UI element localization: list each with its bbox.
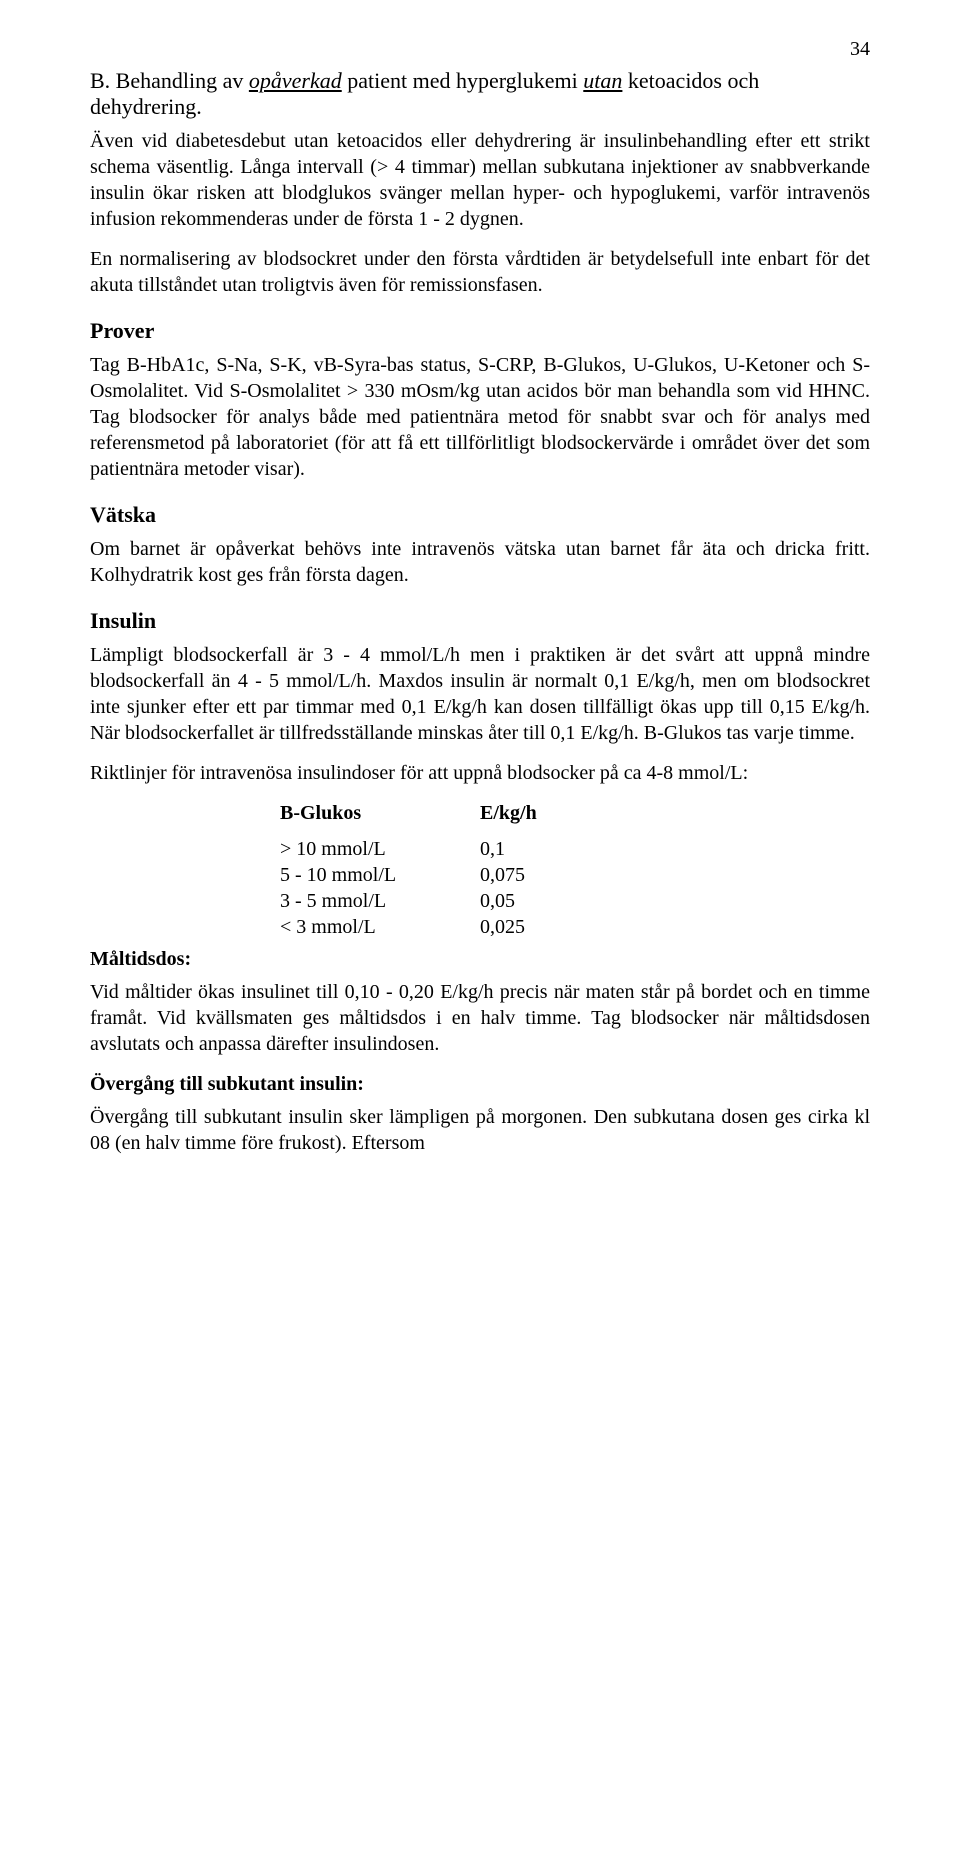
paragraph-insulin: Lämpligt blodsockerfall är 3 - 4 mmol/L/…	[90, 642, 870, 746]
heading-insulin: Insulin	[90, 608, 870, 634]
section-title: B. Behandling av opåverkad patient med h…	[90, 68, 870, 120]
dose-row: > 10 mmol/L 0,1	[280, 836, 870, 862]
document-page: 34 B. Behandling av opåverkad patient me…	[0, 0, 960, 1875]
dose-cell: 0,05	[480, 888, 600, 914]
paragraph-overgang: Övergång till subkutant insulin sker läm…	[90, 1104, 870, 1156]
dose-cell: 0,025	[480, 914, 600, 940]
dose-header-glukos: B-Glukos	[280, 800, 480, 826]
dose-table: B-Glukos E/kg/h > 10 mmol/L 0,1 5 - 10 m…	[280, 800, 870, 940]
heading-prover: Prover	[90, 318, 870, 344]
title-prefix: B. Behandling av	[90, 68, 249, 93]
paragraph-vatska: Om barnet är opåverkat behövs inte intra…	[90, 536, 870, 588]
dose-cell: > 10 mmol/L	[280, 836, 480, 862]
dose-cell: 3 - 5 mmol/L	[280, 888, 480, 914]
dose-cell: < 3 mmol/L	[280, 914, 480, 940]
dose-cell: 0,1	[480, 836, 600, 862]
title-underlined-2: utan	[583, 68, 622, 93]
maltidsdos-label: Måltidsdos:	[90, 948, 870, 971]
dose-header-ekgh: E/kg/h	[480, 800, 600, 826]
paragraph-intro-1: Även vid diabetesdebut utan ketoacidos e…	[90, 128, 870, 232]
heading-overgang: Övergång till subkutant insulin:	[90, 1073, 870, 1096]
paragraph-intro-2: En normalisering av blodsockret under de…	[90, 246, 870, 298]
dose-row: 3 - 5 mmol/L 0,05	[280, 888, 870, 914]
heading-vatska: Vätska	[90, 502, 870, 528]
dose-row: 5 - 10 mmol/L 0,075	[280, 862, 870, 888]
title-mid: patient med hyperglukemi	[342, 68, 584, 93]
dose-cell: 0,075	[480, 862, 600, 888]
dose-table-header: B-Glukos E/kg/h	[280, 800, 870, 826]
paragraph-riktlinjer: Riktlinjer för intravenösa insulindoser …	[90, 760, 870, 786]
dose-row: < 3 mmol/L 0,025	[280, 914, 870, 940]
dose-cell: 5 - 10 mmol/L	[280, 862, 480, 888]
page-number: 34	[850, 38, 870, 61]
paragraph-maltid: Vid måltider ökas insulinet till 0,10 - …	[90, 979, 870, 1057]
paragraph-prover: Tag B-HbA1c, S-Na, S-K, vB-Syra-bas stat…	[90, 352, 870, 482]
title-underlined-1: opåverkad	[249, 68, 342, 93]
